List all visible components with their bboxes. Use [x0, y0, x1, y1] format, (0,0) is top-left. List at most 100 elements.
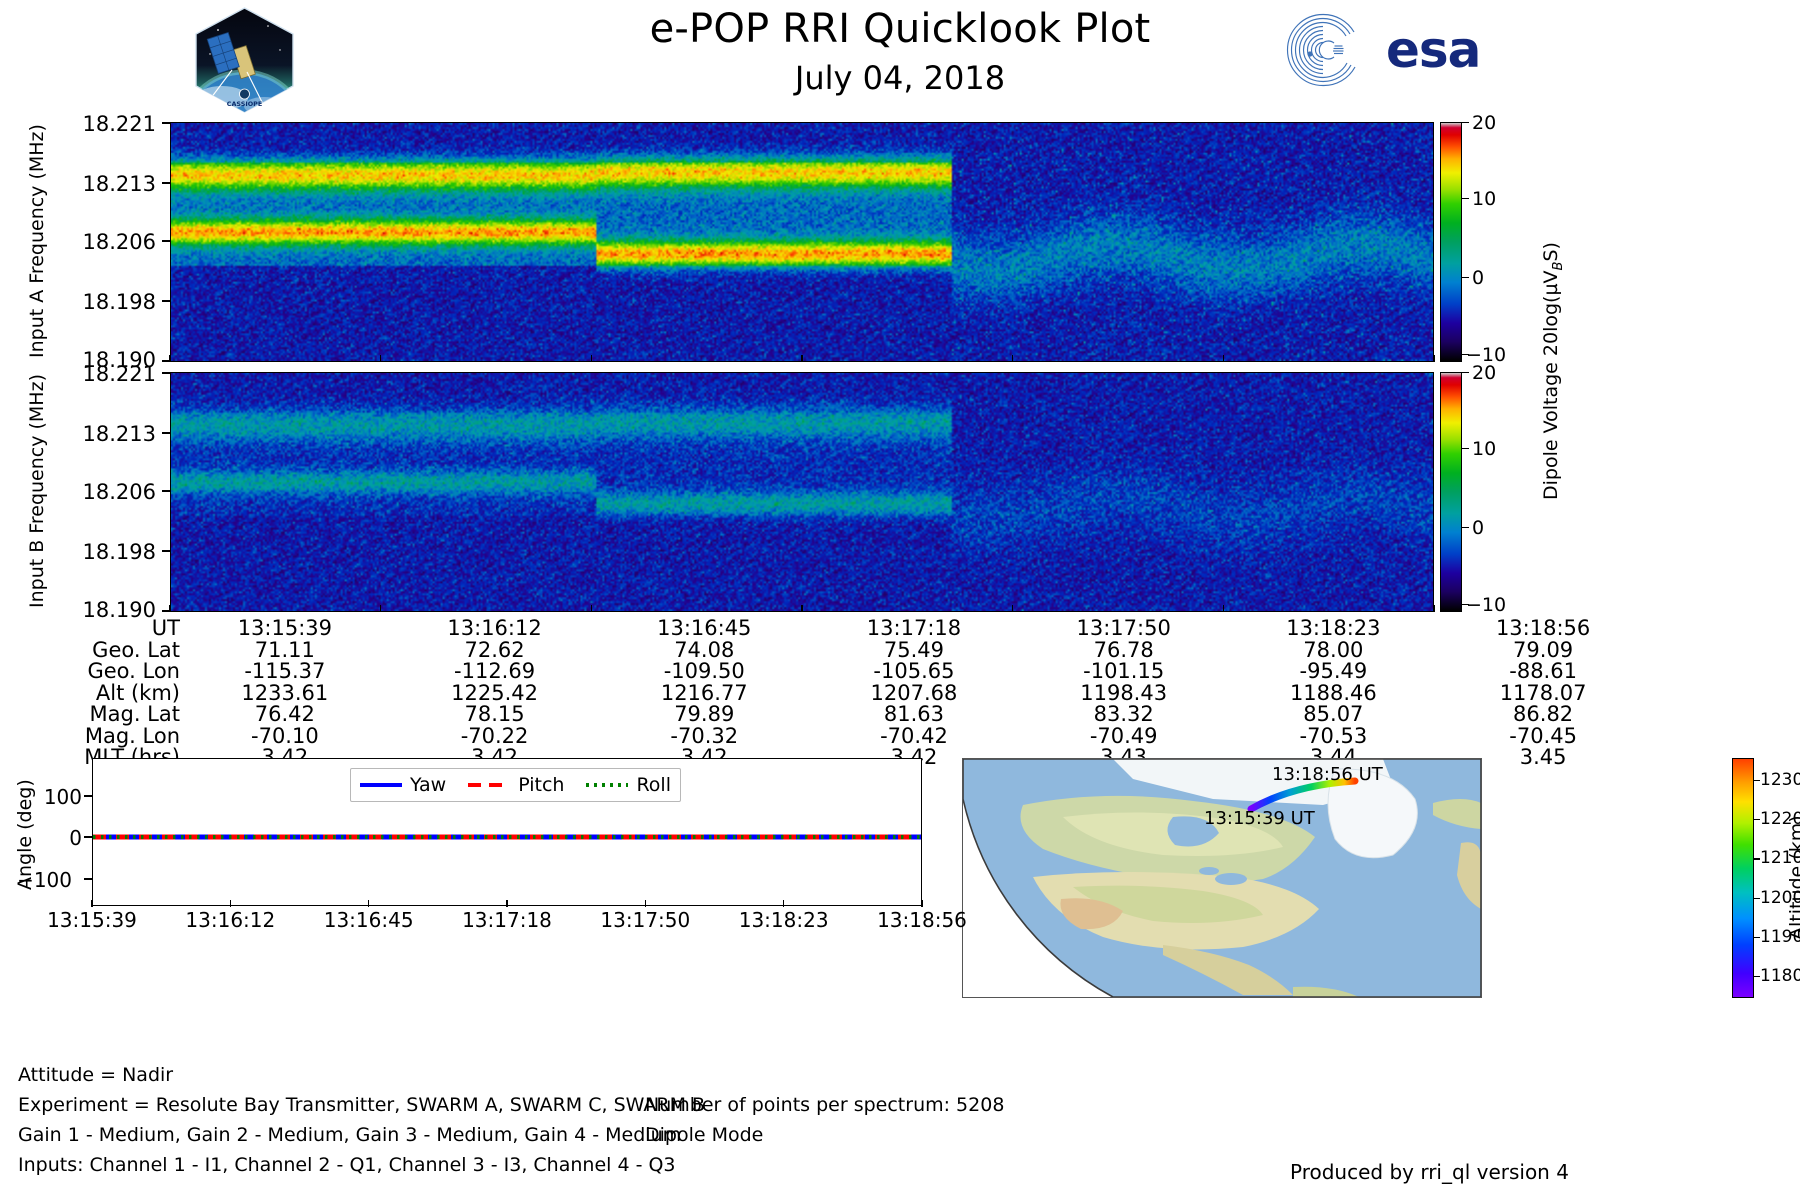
- tick-b-0: [162, 372, 170, 374]
- param-cell: 1216.77: [599, 683, 809, 705]
- param-cell: 76.42: [180, 704, 390, 726]
- spectrogram-xtick-mark: [380, 605, 382, 612]
- param-cell: -70.10: [180, 726, 390, 748]
- altitude-tick-mark: [1754, 858, 1760, 859]
- legend-item-roll: Roll: [586, 774, 671, 796]
- input-a-spectrogram: [170, 122, 1434, 362]
- param-cell: 86.82: [1438, 704, 1648, 726]
- attitude-xtick-mark: [368, 900, 370, 907]
- param-cell: -115.37: [180, 661, 390, 683]
- spectrogram-xtick-mark: [801, 605, 803, 612]
- spectrogram-xtick-mark: [591, 605, 593, 612]
- table-row: Alt (km) 1233.61 1225.42 1216.77 1207.68 1198…: [0, 683, 1648, 705]
- footer-attitude: Attitude = Nadir: [18, 1060, 705, 1090]
- param-cell: 74.08: [599, 640, 809, 662]
- tick-b-1: [162, 432, 170, 434]
- cbar-a-tick-10: 10: [1472, 188, 1496, 210]
- cassiope-logo-caption: CASSIOPE: [227, 100, 262, 108]
- legend-item-yaw: Yaw: [360, 774, 446, 796]
- attitude-xtick: 13:17:50: [583, 908, 707, 932]
- param-cell: 1188.46: [1229, 683, 1439, 705]
- ytick-b-0: 18.221: [46, 362, 156, 386]
- dipole-label-end: S): [1540, 242, 1562, 261]
- attitude-xtick: 13:16:12: [168, 908, 292, 932]
- ytick-a-3: 18.198: [46, 290, 156, 314]
- cbar-b-tick-0: 0: [1472, 517, 1484, 539]
- attitude-xtick: 13:15:39: [30, 908, 154, 932]
- altitude-tick: 1220: [1760, 809, 1800, 829]
- legend-label-roll: Roll: [636, 774, 671, 796]
- param-cell: -88.61: [1438, 661, 1648, 683]
- input-a-colorbar: [1440, 122, 1462, 362]
- param-cell: 76.78: [1019, 640, 1229, 662]
- param-cell: 81.63: [809, 704, 1019, 726]
- spectrogram-xtick-mark: [169, 355, 171, 362]
- param-cell: 13:18:56: [1438, 618, 1648, 640]
- parameter-table: UT 13:15:39 13:16:12 13:16:45 13:17:18 13:17:…: [0, 618, 1800, 769]
- altitude-colorbar: [1732, 758, 1754, 998]
- attitude-xtick-mark: [230, 900, 232, 907]
- table-row: Geo. Lat 71.11 72.62 74.08 75.49 76.78 78.00 79…: [0, 640, 1648, 662]
- altitude-colorbar-label: Altitude (km): [1786, 815, 1800, 940]
- cbar-a-tick-0: 0: [1472, 267, 1484, 289]
- spectrogram-xtick-mark: [1223, 605, 1225, 612]
- param-row-label: Geo. Lon: [0, 661, 180, 683]
- spectrogram-xtick-mark: [1433, 355, 1435, 362]
- cassiope-logo: CASSIOPE: [192, 6, 297, 114]
- spectrogram-xtick-mark: [801, 355, 803, 362]
- param-cell: -95.49: [1229, 661, 1439, 683]
- param-cell: 71.11: [180, 640, 390, 662]
- param-row-label: Mag. Lon: [0, 726, 180, 748]
- param-cell: 85.07: [1229, 704, 1439, 726]
- produced-by-label: Produced by rri_ql version 4: [1290, 1160, 1569, 1184]
- attitude-xtick: 13:17:18: [445, 908, 569, 932]
- param-cell: 79.89: [599, 704, 809, 726]
- table-row: Mag. Lon -70.10 -70.22 -70.32 -70.42 -70.49 -7…: [0, 726, 1648, 748]
- ground-track-map: [962, 758, 1482, 998]
- altitude-tick-mark: [1754, 937, 1760, 938]
- cbar-a-mark-2: [1462, 277, 1469, 278]
- attitude-xtick-mark: [645, 900, 647, 907]
- dipole-voltage-colorbar-label: Dipole Voltage 20log(µVBS): [1540, 242, 1566, 500]
- param-cell: 79.09: [1438, 640, 1648, 662]
- att-ytick-100: 100: [2, 785, 82, 809]
- param-cell: -112.69: [390, 661, 600, 683]
- spectrogram-xtick-mark: [591, 355, 593, 362]
- param-cell: 13:16:12: [390, 618, 600, 640]
- cbar-b-mark-2: [1462, 527, 1469, 528]
- ytick-b-3: 18.198: [46, 540, 156, 564]
- ytick-b-2: 18.206: [46, 480, 156, 504]
- altitude-tick-mark: [1754, 780, 1760, 781]
- footer-left-block: Attitude = Nadir Experiment = Resolute B…: [18, 1060, 705, 1180]
- table-row: Mag. Lat 76.42 78.15 79.89 81.63 83.32 85.07 86…: [0, 704, 1648, 726]
- legend-label-yaw: Yaw: [410, 774, 446, 796]
- cbar-b-mark-1: [1462, 448, 1469, 449]
- cbar-a-mark-0: [1462, 122, 1469, 123]
- tick-a-0: [162, 122, 170, 124]
- param-cell: -70.53: [1229, 726, 1439, 748]
- attitude-xtick-mark: [783, 900, 785, 907]
- param-row-label: Geo. Lat: [0, 640, 180, 662]
- altitude-tick: 1180: [1760, 966, 1800, 986]
- spectrogram-xtick-mark: [1012, 355, 1014, 362]
- dipole-label-sub: B: [1551, 262, 1566, 271]
- footer-inputs: Inputs: Channel 1 - I1, Channel 2 - Q1, …: [18, 1150, 705, 1180]
- altitude-tick: 1190: [1760, 927, 1800, 947]
- cbar-a-mark-1: [1462, 198, 1469, 199]
- tick-a-2: [162, 240, 170, 242]
- dipole-label-main: Dipole Voltage 20log(µV: [1540, 270, 1562, 500]
- altitude-tick: 1210: [1760, 848, 1800, 868]
- param-cell: 13:18:23: [1229, 618, 1439, 640]
- cbar-b-mark-0: [1462, 372, 1469, 373]
- footer-points-per-spectrum: Number of points per spectrum: 5208: [645, 1090, 1004, 1120]
- cbar-b-tick-m10: −10: [1466, 594, 1506, 616]
- footer-experiment: Experiment = Resolute Bay Transmitter, S…: [18, 1090, 705, 1120]
- param-cell: 72.62: [390, 640, 600, 662]
- param-cell: 1233.61: [180, 683, 390, 705]
- param-cell: 1178.07: [1438, 683, 1648, 705]
- cbar-b-tick-10: 10: [1472, 438, 1496, 460]
- cbar-a-tick-20: 20: [1472, 112, 1496, 134]
- param-cell: -70.32: [599, 726, 809, 748]
- param-row-label: Mag. Lat: [0, 704, 180, 726]
- input-b-spectrogram: [170, 372, 1434, 612]
